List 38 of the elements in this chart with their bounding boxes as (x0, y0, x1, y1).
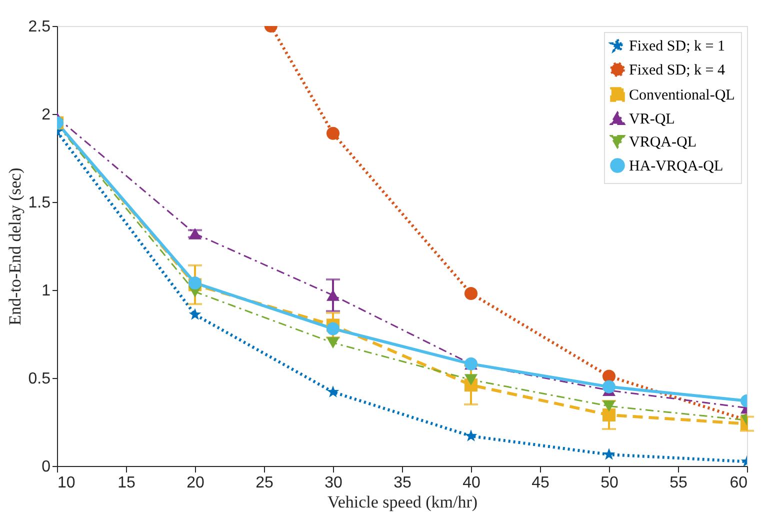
point (602, 380, 616, 394)
point (602, 448, 616, 460)
point (602, 408, 616, 422)
y-tick-label: 0 (42, 458, 51, 476)
legend-label: Fixed SD; k = 1 (629, 38, 725, 54)
x-tick-label: 45 (532, 474, 550, 492)
point (326, 337, 340, 348)
x-tick-label: 55 (670, 474, 688, 492)
point (326, 322, 340, 336)
point (326, 126, 340, 140)
point (188, 308, 202, 320)
y-axis-title: End-to-End delay (sec) (5, 168, 24, 326)
x-tick-label: 10 (58, 474, 76, 492)
point (464, 287, 478, 300)
x-tick-label: 60 (730, 474, 748, 492)
y-tick-label: 1 (42, 282, 51, 300)
x-tick-label: 35 (394, 474, 412, 492)
point (464, 374, 478, 386)
legend-label: VRQA-QL (629, 134, 696, 150)
x-tick-label: 30 (324, 474, 342, 492)
point (602, 400, 616, 412)
y-tick-label: 2.5 (28, 18, 51, 36)
y-tick-label: 2 (42, 106, 51, 124)
y-tick-label: 0.5 (28, 370, 51, 388)
point (464, 430, 478, 442)
y-tick-label: 1.5 (28, 194, 51, 212)
x-tick-label: 15 (118, 474, 136, 492)
x-tick-label: 40 (462, 474, 480, 492)
point (326, 386, 340, 398)
x-tick-label: 20 (186, 474, 204, 492)
point (326, 290, 340, 301)
x-tick-label: 50 (600, 474, 618, 492)
legend-label: VR-QL (629, 112, 675, 128)
legend-label: HA-VRQA-QL (629, 158, 724, 174)
legend-label: Conventional-QL (629, 88, 735, 104)
x-tick-label: 25 (256, 474, 274, 492)
legend-label: Fixed SD; k = 4 (629, 62, 726, 78)
x-axis-title: Vehicle speed (km/hr) (327, 492, 478, 512)
